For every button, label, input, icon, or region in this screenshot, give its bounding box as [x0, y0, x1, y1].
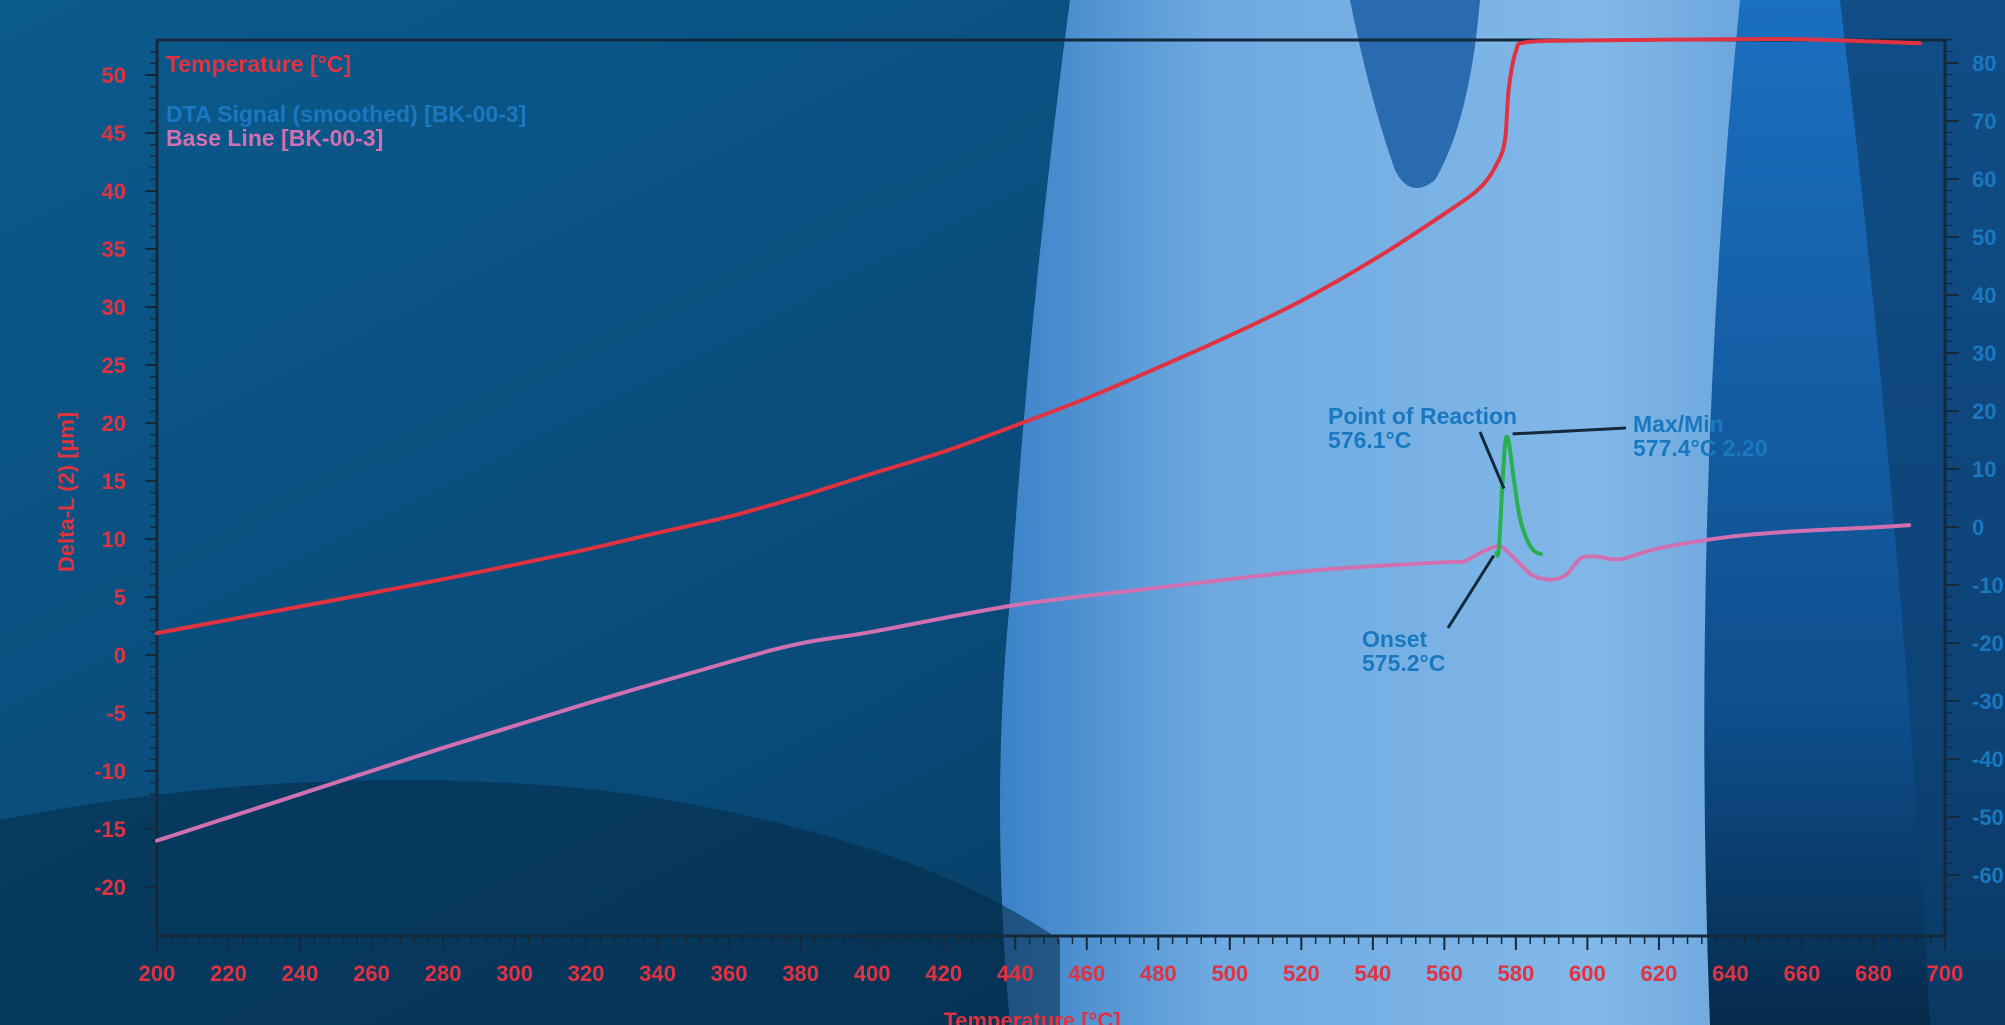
x-tick-label: 480 — [1140, 961, 1177, 986]
y-right-tick-label: 50 — [1972, 225, 1996, 250]
annotation-value: 576.1°C — [1328, 427, 1411, 453]
y-left-tick-label: 50 — [102, 63, 126, 88]
y-right-tick-label: 20 — [1972, 399, 1996, 424]
x-tick-label: 460 — [1068, 961, 1105, 986]
x-tick-label: 440 — [997, 961, 1034, 986]
y-left-tick-label: 15 — [102, 469, 126, 494]
legend-entry: Base Line [BK-00-3] — [166, 125, 383, 151]
x-tick-label: 580 — [1498, 961, 1535, 986]
y-right-tick-label: 60 — [1972, 167, 1996, 192]
series-line-1 — [155, 523, 1912, 843]
annotation-value: 575.2°C — [1362, 650, 1445, 676]
y-left-tick-label: -10 — [94, 759, 126, 784]
x-tick-label: 240 — [282, 961, 319, 986]
legend-entry: Temperature [°C] — [166, 51, 351, 77]
y-left-tick-label: 25 — [102, 353, 126, 378]
series-line-2 — [1494, 434, 1543, 558]
y-axis-label: Delta-L (2) [µm] — [54, 412, 79, 572]
y-right-tick-label: -30 — [1972, 689, 2004, 714]
y-right-tick-label: -60 — [1972, 863, 2004, 888]
x-tick-label: 540 — [1354, 961, 1391, 986]
y-left-tick-label: 20 — [102, 411, 126, 436]
annotation-leader — [1512, 426, 1627, 436]
y-right-tick-label: -10 — [1972, 573, 2004, 598]
annotation-leader — [1446, 554, 1495, 629]
y-left-tick-label: 0 — [114, 643, 126, 668]
plot-frame — [155, 38, 1947, 938]
y-left-tick-label: 35 — [102, 237, 126, 262]
y-right-tick-label: -50 — [1972, 805, 2004, 830]
annotation-label: Max/Min — [1633, 411, 1724, 437]
x-tick-label: 620 — [1641, 961, 1678, 986]
x-axis-label: Temperature [°C] — [943, 1008, 1120, 1025]
x-tick-label: 500 — [1211, 961, 1248, 986]
legend-entry: DTA Signal (smoothed) [BK-00-3] — [166, 101, 526, 127]
x-tick-label: 340 — [639, 961, 676, 986]
y-left-tick-label: 45 — [102, 121, 126, 146]
x-tick-label: 640 — [1712, 961, 1749, 986]
y-left-tick-label: -15 — [94, 817, 126, 842]
x-tick-label: 300 — [496, 961, 533, 986]
y-right-tick-label: 0 — [1972, 515, 1984, 540]
y-right-tick-label: 40 — [1972, 283, 1996, 308]
x-tick-label: 400 — [854, 961, 891, 986]
y-left-tick-label: -5 — [106, 701, 126, 726]
annotation-value: 577.4°C 2.20 — [1633, 435, 1768, 461]
y-right-tick-label: 10 — [1972, 457, 1996, 482]
y-left-tick-label: 30 — [102, 295, 126, 320]
x-tick-label: 700 — [1927, 961, 1964, 986]
annotation-leader — [1478, 431, 1506, 490]
y-right-tick-label: -20 — [1972, 631, 2004, 656]
x-tick-label: 560 — [1426, 961, 1463, 986]
annotation-label: Point of Reaction — [1328, 403, 1517, 429]
y-right-tick-label: 30 — [1972, 341, 1996, 366]
y-right-tick-label: 70 — [1972, 109, 1996, 134]
y-left-tick-label: 40 — [102, 179, 126, 204]
x-tick-label: 320 — [568, 961, 605, 986]
x-tick-label: 260 — [353, 961, 390, 986]
x-tick-label: 200 — [139, 961, 176, 986]
x-tick-label: 660 — [1784, 961, 1821, 986]
x-tick-label: 380 — [782, 961, 819, 986]
x-tick-label: 360 — [711, 961, 748, 986]
annotation-label: Onset — [1362, 626, 1428, 652]
y-left-tick-label: 10 — [102, 527, 126, 552]
y-right-tick-label: -40 — [1972, 747, 2004, 772]
x-tick-label: 280 — [425, 961, 462, 986]
y-left-tick-label: 5 — [114, 585, 126, 610]
x-tick-label: 680 — [1855, 961, 1892, 986]
y-right-tick-label: 80 — [1972, 51, 1996, 76]
x-tick-label: 600 — [1569, 961, 1606, 986]
x-tick-label: 420 — [925, 961, 962, 986]
series-line-0 — [155, 37, 1922, 636]
x-tick-label: 220 — [210, 961, 247, 986]
x-tick-label: 520 — [1283, 961, 1320, 986]
y-left-tick-label: -20 — [94, 875, 126, 900]
